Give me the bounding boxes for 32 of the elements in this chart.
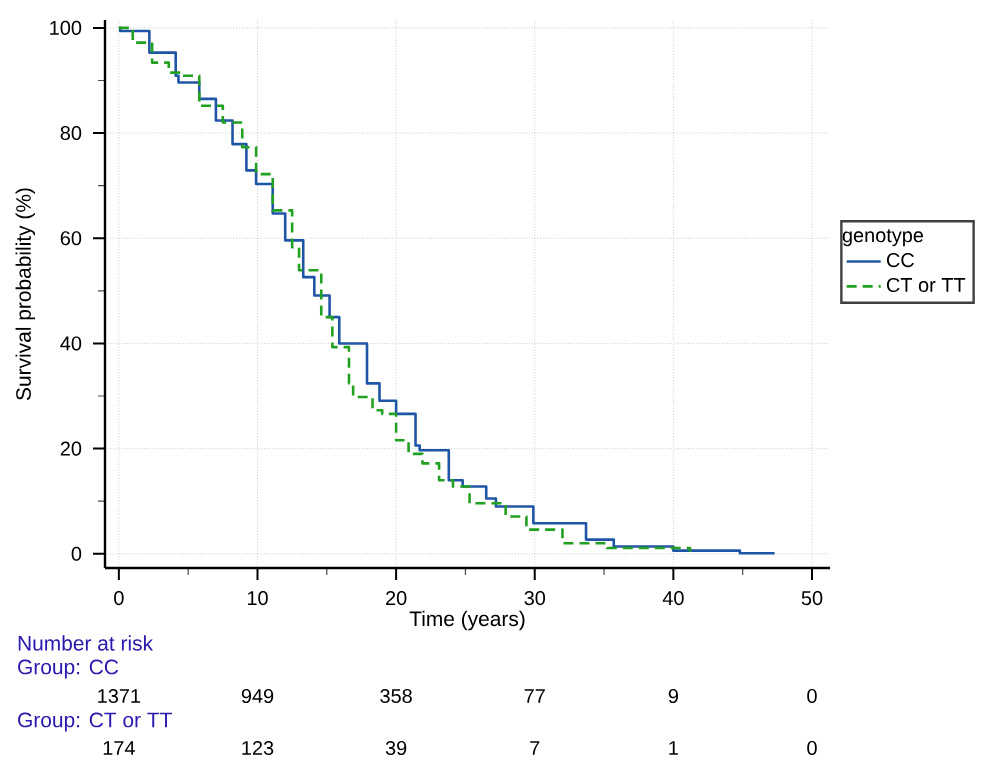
x-tick-label: 10	[247, 591, 268, 606]
text: 949	[241, 688, 274, 704]
x-axis-title: Time (years)	[409, 610, 525, 631]
text: 0	[807, 688, 817, 704]
legend-title: genotype	[842, 229, 924, 247]
x-tick-label: 0	[114, 591, 124, 606]
text: 39	[385, 740, 407, 756]
text: 358	[380, 688, 412, 704]
y-tick-label: 40	[60, 336, 82, 351]
text: 174	[103, 741, 135, 755]
legend-label: CT or TT	[886, 277, 966, 293]
text: 1	[669, 741, 678, 755]
y-axis-title: Survival probability (%)	[15, 188, 36, 401]
text: 1371	[98, 688, 141, 704]
text: 0	[807, 740, 817, 756]
x-tick-label: 40	[662, 591, 684, 606]
y-tick-label: 20	[60, 441, 82, 456]
text: 77	[524, 689, 545, 703]
y-tick-label: 0	[71, 546, 82, 561]
x-tick-label: 20	[386, 591, 407, 606]
text: 7	[530, 741, 540, 755]
y-tick-label: 80	[60, 126, 82, 141]
text: Group: CC	[18, 659, 119, 679]
x-tick-label: 50	[801, 591, 823, 606]
text: Number at risk	[18, 635, 154, 651]
x-tick-label: 30	[524, 591, 546, 606]
y-tick-label: 60	[60, 231, 82, 246]
legend-label: CC	[886, 253, 914, 268]
text: 123	[242, 740, 274, 756]
y-tick-label: 100	[50, 20, 82, 35]
text: Group: CT or TT	[18, 712, 172, 732]
text: 9	[668, 688, 678, 704]
